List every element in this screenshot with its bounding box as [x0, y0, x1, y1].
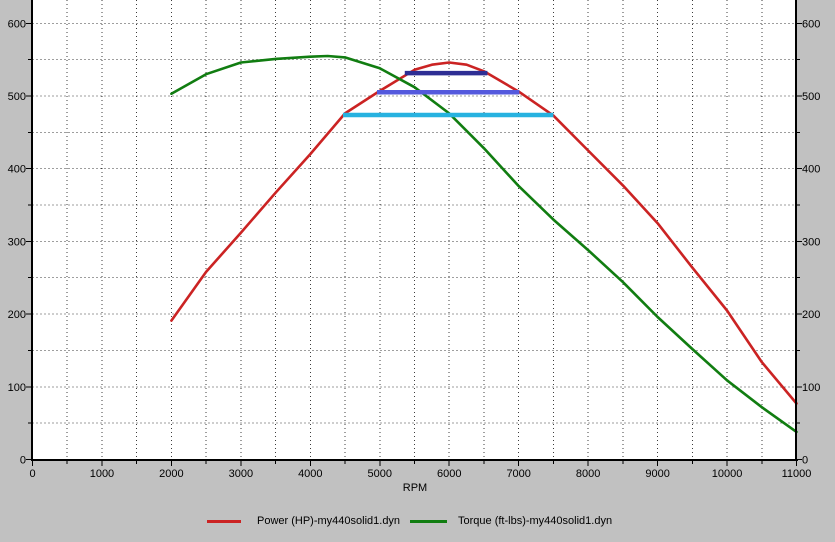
- axes: [31, 0, 798, 461]
- y-tick-label-right: 100: [802, 382, 820, 394]
- x-tick-label: 11000: [782, 468, 812, 480]
- x-tick-label: 0: [29, 468, 35, 480]
- x-tick-label: 9000: [645, 468, 669, 480]
- gridlines: [32, 0, 797, 460]
- legend-item-torque: Torque (ft-lbs)-my440solid1.dyn: [410, 513, 612, 529]
- y-tick-label-right: 0: [802, 455, 808, 467]
- power-curve: [170, 61, 798, 405]
- power-line-swatch: [207, 519, 241, 523]
- y-tick-label-right: 600: [802, 18, 820, 30]
- y-tick-label-left: 600: [8, 18, 26, 30]
- x-tick-label: 3000: [229, 468, 253, 480]
- x-axis-title: RPM: [402, 482, 428, 494]
- torque-curve: [170, 54, 798, 434]
- x-tick-label: 5000: [368, 468, 392, 480]
- legend-item-power: Power (HP)-my440solid1.dyn: [207, 513, 400, 529]
- x-tick-label: 10000: [712, 468, 743, 480]
- y-tick-label-right: 500: [802, 91, 820, 103]
- x-tick-label: 6000: [437, 468, 461, 480]
- x-tick-label: 8000: [576, 468, 600, 480]
- y-tick-label-right: 400: [802, 164, 820, 176]
- y-tick-label-left: 100: [8, 382, 26, 394]
- torque-line-swatch: [410, 519, 447, 523]
- x-tick-label: 7000: [506, 468, 530, 480]
- x-tick-label: 2000: [159, 468, 183, 480]
- tick-marks: [26, 22, 802, 466]
- legend: Power (HP)-my440solid1.dyn Torque (ft-lb…: [0, 511, 835, 531]
- y-tick-label-left: 500: [8, 91, 26, 103]
- y-tick-label-right: 200: [802, 309, 820, 321]
- legend-label-power: Power (HP)-my440solid1.dyn: [257, 515, 401, 527]
- x-tick-label: 4000: [298, 468, 322, 480]
- y-tick-label-left: 300: [8, 236, 26, 248]
- y-tick-label-right: 300: [802, 236, 820, 248]
- dyno-chart-plot: 0 1000 2000 3000 4000 5000 6000 7000 8000 9000 100…: [8, 0, 821, 480]
- y-tick-label-left: 0: [20, 455, 26, 467]
- x-tick-label: 1000: [90, 468, 114, 480]
- y-tick-label-left: 400: [8, 164, 26, 176]
- tick-labels: 0 1000 2000 3000 4000 5000 6000 7000 8000 9000 100…: [8, 18, 821, 480]
- y-tick-label-left: 200: [8, 309, 26, 321]
- legend-label-torque: Torque (ft-lbs)-my440solid1.dyn: [458, 515, 613, 527]
